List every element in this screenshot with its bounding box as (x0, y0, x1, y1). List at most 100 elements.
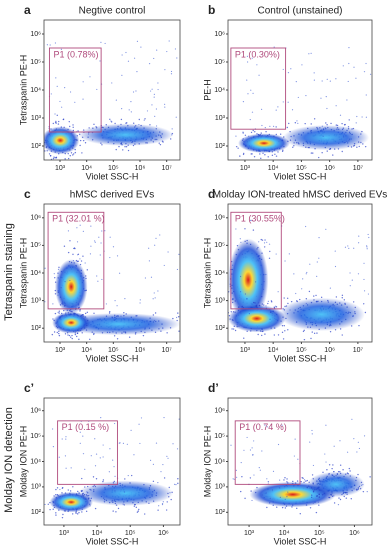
event-dot (262, 288, 265, 290)
gate-box (234, 420, 301, 485)
event-dot (64, 333, 67, 335)
event-dot (158, 142, 160, 144)
event-dot (313, 332, 316, 335)
event-dot (112, 246, 115, 248)
y-tick-label: 10³ (31, 115, 42, 122)
panel: P1 (0.30%) 10² 10³ 10⁴ 10⁵ 10⁶ 10³ 10⁴ 10⁵ 10⁶ 10⁷… (202, 3, 373, 181)
event-dot (127, 149, 130, 152)
event-dot (356, 451, 358, 453)
panel-title: Control (unstained) (257, 6, 342, 17)
panel-label: a (24, 3, 31, 17)
event-dot (109, 448, 111, 450)
event-dot (74, 151, 77, 154)
event-dot (125, 122, 127, 124)
event-dot (290, 300, 293, 303)
event-dot (52, 157, 55, 160)
y-tick-label: 10⁶ (214, 31, 225, 38)
event-dot (331, 467, 333, 470)
y-tick-label: 10⁴ (214, 87, 225, 94)
event-dot (294, 122, 297, 124)
event-dot (288, 122, 290, 125)
event-dot (334, 265, 337, 268)
event-dot (167, 251, 169, 253)
event-dot (121, 108, 123, 110)
event-dot (277, 443, 280, 446)
density-blob (44, 126, 80, 155)
event-dot (124, 145, 126, 148)
event-dot (176, 448, 179, 450)
event-dot (308, 53, 310, 55)
event-dot (151, 88, 153, 90)
x-tick-label: 10⁴ (268, 165, 279, 172)
event-dot (287, 329, 289, 331)
event-dot (100, 242, 102, 244)
event-dot (149, 90, 152, 92)
panel: P1 (30.55%) 10² 10³ 10⁴ 10⁵ 10⁶ 10³ 10⁴ 10⁵ 10⁶ 10… (202, 187, 387, 363)
event-dot (56, 331, 58, 334)
event-dot (281, 150, 284, 153)
event-dot (294, 438, 296, 440)
x-tick-label: 10⁵ (108, 165, 119, 172)
event-dot (252, 229, 255, 231)
event-dot (256, 64, 258, 66)
event-dot (84, 262, 86, 264)
event-dot (170, 73, 173, 75)
event-dot (81, 152, 83, 154)
event-dot (154, 115, 156, 118)
event-dot (152, 480, 155, 483)
event-dot (78, 492, 80, 494)
event-dot (157, 82, 159, 84)
event-dot (67, 251, 70, 254)
event-dot (348, 247, 350, 249)
event-dot (168, 486, 170, 489)
event-dot (321, 80, 323, 82)
event-dot (87, 133, 90, 135)
event-dot (276, 506, 278, 508)
event-dot (110, 121, 113, 123)
event-dot (244, 293, 247, 295)
event-dot (249, 118, 251, 121)
event-cloud (44, 224, 180, 341)
event-dot (126, 443, 128, 445)
y-tick-label: 10⁶ (30, 408, 41, 415)
event-dot (252, 129, 254, 132)
event-dot (136, 511, 139, 513)
event-dot (346, 451, 349, 453)
event-dot (325, 122, 327, 124)
event-dot (112, 459, 114, 461)
event-dot (67, 230, 70, 232)
event-dot (113, 319, 116, 321)
event-dot (261, 494, 263, 496)
event-dot (312, 464, 315, 467)
event-dot (325, 228, 327, 230)
event-dot (56, 487, 59, 489)
event-dot (159, 143, 162, 146)
event-dot (355, 122, 357, 124)
event-dot (235, 228, 237, 230)
event-dot (292, 146, 294, 149)
event-dot (144, 513, 146, 515)
event-dot (67, 152, 69, 155)
event-dot (261, 239, 264, 241)
event-dot (124, 298, 126, 300)
event-dot (118, 272, 121, 274)
event-dot (71, 513, 74, 515)
event-dot (330, 122, 332, 125)
event-dot (65, 313, 67, 315)
event-dot (84, 468, 86, 470)
y-tick-label: 10⁵ (30, 242, 41, 249)
event-dot (122, 503, 124, 505)
event-dot (153, 96, 155, 98)
event-dot (258, 241, 260, 243)
event-dot (303, 338, 306, 341)
event-dot (358, 324, 360, 327)
event-dot (344, 123, 346, 126)
event-dot (239, 238, 241, 240)
event-dot (72, 154, 74, 156)
event-dot (105, 303, 107, 305)
event-dot (358, 447, 361, 450)
event-dot (167, 457, 169, 459)
event-dot (57, 311, 59, 313)
event-cloud (235, 46, 372, 160)
event-dot (82, 139, 85, 142)
